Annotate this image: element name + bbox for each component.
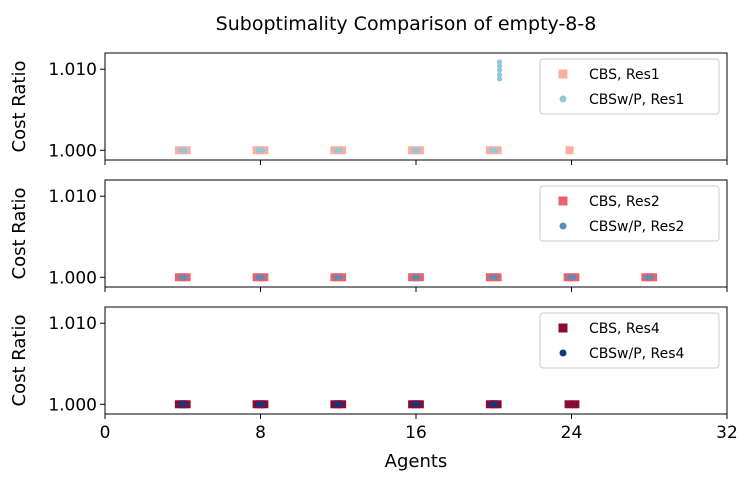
data-point-circle — [415, 147, 421, 153]
y-tick-label: 1.010 — [48, 314, 97, 334]
legend-marker-square — [558, 69, 568, 79]
legend-label: CBSw/P, Res1 — [589, 92, 684, 108]
data-point-circle — [178, 274, 184, 280]
data-point-circle — [493, 274, 499, 280]
y-axis-label: Cost Ratio — [9, 61, 30, 153]
y-tick-label: 1.000 — [48, 395, 97, 415]
data-point-circle — [496, 59, 503, 65]
x-tick-label: 32 — [716, 423, 738, 443]
data-point-circle — [411, 147, 417, 153]
data-point-circle — [337, 274, 343, 280]
legend-label: CBSw/P, Res4 — [589, 346, 685, 362]
x-tick-label: 16 — [405, 423, 427, 443]
data-point-circle — [259, 147, 266, 153]
data-point-square — [565, 146, 574, 155]
series-2 — [178, 59, 503, 153]
chart-title: Suboptimality Comparison of empty-8-8 — [216, 13, 597, 35]
y-tick-label: 1.000 — [48, 141, 97, 161]
legend-marker-square — [558, 196, 568, 206]
data-point-circle — [493, 401, 499, 407]
panel-1: 1.000 1.010 Cost Ratio CBS, Res1 CBSw/P, Res… — [9, 52, 728, 165]
data-point-circle — [182, 147, 188, 153]
legend-marker-circle — [559, 349, 567, 357]
legend-box — [539, 58, 720, 115]
series-1 — [174, 146, 574, 155]
data-point-circle — [489, 401, 495, 407]
y-axis-label: Cost Ratio — [9, 188, 30, 280]
series-2 — [178, 274, 654, 280]
data-point-circle — [570, 274, 577, 280]
data-point-circle — [182, 274, 188, 280]
x-tick-label: 0 — [100, 423, 111, 443]
data-point-circle — [411, 401, 417, 407]
legend-marker-circle — [559, 95, 567, 103]
data-point-circle — [489, 147, 495, 153]
legend: CBS, Res4 CBSw/P, Res4 — [539, 312, 720, 369]
legend-label: CBS, Res2 — [589, 194, 660, 210]
y-axis-label: Cost Ratio — [9, 315, 30, 407]
data-point-circle — [333, 274, 339, 280]
series-1 — [174, 400, 580, 409]
data-point-circle — [178, 147, 184, 153]
data-point-circle — [493, 147, 499, 153]
panels: 1.000 1.010 Cost Ratio CBS, Res1 CBSw/P, Res… — [9, 52, 738, 443]
data-point-circle — [411, 274, 417, 280]
panel-2: 1.000 1.010 Cost Ratio CBS, Res2 CBSw/P, Res… — [9, 179, 728, 292]
data-point-circle — [496, 63, 503, 69]
data-point-circle — [337, 401, 343, 407]
legend-box — [539, 312, 720, 369]
legend-marker-circle — [559, 222, 567, 230]
x-tick-label: 24 — [561, 423, 583, 443]
x-axis-label: Agents — [385, 451, 448, 472]
data-point-circle — [259, 274, 266, 280]
data-point-circle — [415, 274, 421, 280]
y-tick-label: 1.000 — [48, 268, 97, 288]
legend-label: CBS, Res1 — [589, 67, 660, 83]
data-point-circle — [178, 401, 184, 407]
legend: CBS, Res2 CBSw/P, Res2 — [539, 185, 720, 242]
data-point-square — [571, 400, 580, 409]
data-point-circle — [182, 401, 188, 407]
series-2 — [178, 401, 499, 407]
data-point-circle — [333, 147, 339, 153]
data-point-circle — [255, 401, 262, 407]
data-point-circle — [333, 401, 339, 407]
legend-label: CBSw/P, Res2 — [589, 219, 684, 235]
legend: CBS, Res1 CBSw/P, Res1 — [539, 58, 720, 115]
y-tick-label: 1.010 — [48, 187, 97, 207]
data-point-circle — [644, 274, 650, 280]
data-point-square — [564, 400, 573, 409]
data-point-circle — [489, 274, 495, 280]
legend-box — [539, 185, 720, 242]
x-tick-label: 8 — [255, 423, 266, 443]
data-point-circle — [648, 274, 654, 280]
data-point-circle — [255, 274, 262, 280]
y-tick-label: 1.010 — [48, 60, 97, 80]
legend-marker-square — [558, 323, 568, 333]
data-point-circle — [337, 147, 343, 153]
legend-label: CBS, Res4 — [589, 321, 660, 337]
data-point-circle — [259, 401, 266, 407]
data-point-circle — [496, 72, 503, 78]
data-point-circle — [566, 274, 573, 280]
data-point-circle — [415, 401, 421, 407]
data-point-circle — [496, 76, 503, 82]
data-point-circle — [255, 147, 262, 153]
data-point-circle — [496, 67, 503, 73]
